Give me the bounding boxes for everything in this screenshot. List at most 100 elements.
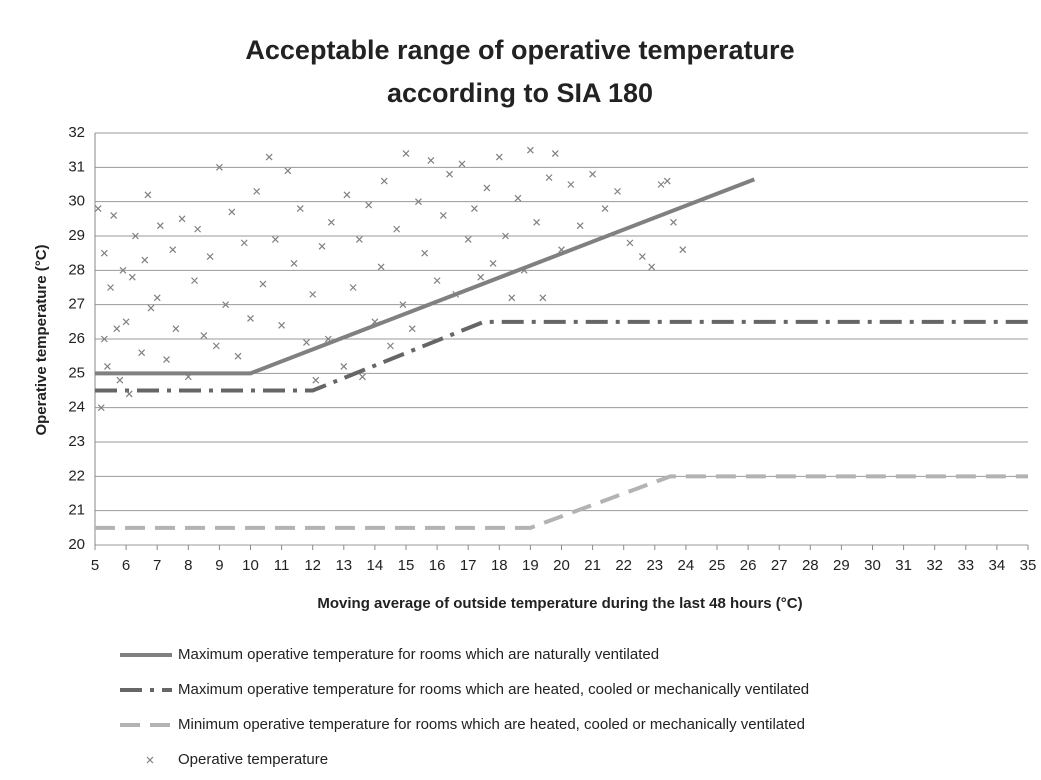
- scatter-point: [265, 153, 273, 161]
- scatter-point: [679, 246, 687, 254]
- scatter-point: [169, 246, 177, 254]
- x-tick-label: 34: [989, 557, 1006, 574]
- y-tick-label: 28: [68, 261, 85, 278]
- scatter-point: [545, 174, 553, 182]
- x-tick-label: 14: [367, 557, 384, 574]
- scatter-point: [327, 218, 335, 226]
- scatter-point: [601, 205, 609, 212]
- scatter-point: [589, 170, 597, 178]
- scatter-point: [670, 218, 677, 226]
- x-tick-label: 16: [429, 557, 446, 574]
- scatter-point: [107, 284, 114, 291]
- legend-label: Minimum operative temperature for rooms …: [178, 716, 805, 733]
- scatter-point: [240, 239, 248, 247]
- scatter-point: [94, 205, 102, 212]
- x-tick-label: 6: [122, 557, 130, 574]
- x-tick-label: 8: [184, 557, 192, 574]
- scatter-point: [402, 150, 410, 158]
- scatter-point: [113, 325, 121, 333]
- x-tick-label: 30: [864, 557, 881, 574]
- scatter-point: [271, 236, 279, 243]
- scatter-point: [110, 211, 118, 219]
- y-tick-label: 26: [68, 330, 85, 347]
- scatter-point: [533, 218, 541, 226]
- y-tick-label: 20: [68, 536, 85, 553]
- x-tick-label: 27: [771, 557, 788, 574]
- scatter-point: [122, 318, 130, 326]
- y-tick-label: 29: [68, 227, 85, 244]
- x-tick-label: 26: [740, 557, 757, 574]
- scatter-point: [318, 242, 326, 250]
- legend-label: Maximum operative temperature for rooms …: [178, 646, 659, 663]
- x-tick-label: 33: [957, 557, 974, 574]
- line: [95, 177, 756, 376]
- scatter-point: [147, 304, 155, 312]
- scatter-point: [470, 205, 478, 212]
- scatter-point: [138, 349, 146, 357]
- scatter-point: [365, 201, 373, 209]
- x-tick-label: 20: [553, 557, 570, 574]
- legend-label: Operative temperature: [178, 751, 328, 768]
- scatter-point: [539, 294, 547, 302]
- scatter-point: [355, 236, 363, 243]
- scatter-point: [296, 205, 304, 212]
- x-tick-label: 22: [615, 557, 632, 574]
- scatter-point: [415, 198, 422, 206]
- scatter-point: [421, 249, 429, 257]
- scatter-point: [495, 153, 503, 161]
- x-axis-label: Moving average of outside temperature du…: [317, 595, 802, 612]
- scatter-point: [253, 187, 261, 195]
- scatter-point: [228, 208, 236, 216]
- scatter-point: [104, 363, 111, 370]
- scatter-point: [483, 184, 491, 192]
- chart-title: according to SIA 180: [387, 78, 653, 108]
- scatter-point: [567, 181, 575, 188]
- scatter-point: [663, 177, 671, 185]
- scatter-point: [100, 335, 108, 343]
- scatter-point: [116, 376, 124, 384]
- x-tick-label: 11: [274, 557, 290, 574]
- scatter-point: [156, 222, 164, 230]
- y-tick-label: 32: [68, 124, 85, 141]
- scatter-point: [247, 314, 254, 322]
- scatter-point: [393, 225, 401, 233]
- scatter-point: [284, 167, 292, 175]
- scatter-point: [526, 146, 534, 154]
- scatter-point: [614, 187, 621, 195]
- scatter-point: [212, 342, 220, 350]
- y-tick-label: 25: [68, 364, 85, 381]
- scatter-point: [377, 263, 385, 271]
- scatter-point: [558, 246, 565, 254]
- scatter-point: [508, 294, 516, 302]
- scatter-point: [309, 290, 317, 298]
- scatter-point: [172, 325, 180, 333]
- scatter-point: [141, 256, 149, 264]
- scatter-point: [408, 325, 416, 333]
- scatter-point: [427, 157, 435, 164]
- scatter-point: [439, 211, 447, 219]
- scatter-point: [380, 177, 388, 185]
- scatter-point: [657, 181, 665, 188]
- x-tick-label: 31: [895, 557, 912, 574]
- scatter-point: [119, 266, 127, 274]
- scatter-point: [215, 163, 223, 171]
- scatter-point: [551, 150, 559, 158]
- x-tick-label: 10: [242, 557, 259, 574]
- scatter-point: [359, 373, 366, 381]
- x-tick-label: 24: [678, 557, 695, 574]
- scatter-point: [153, 294, 161, 302]
- scatter-point: [626, 239, 634, 247]
- scatter-point: [464, 236, 472, 243]
- x-tick-label: 17: [460, 557, 477, 574]
- x-tick-label: 9: [215, 557, 223, 574]
- scatter-point: [191, 277, 198, 285]
- y-tick-label: 24: [68, 399, 85, 416]
- scatter-point: [132, 232, 139, 240]
- scatter-point: [278, 321, 286, 329]
- y-tick-label: 23: [68, 433, 85, 450]
- scatter-point: [452, 290, 460, 298]
- scatter-point: [502, 232, 509, 240]
- x-tick-label: 7: [153, 557, 161, 574]
- scatter-point: [477, 273, 485, 281]
